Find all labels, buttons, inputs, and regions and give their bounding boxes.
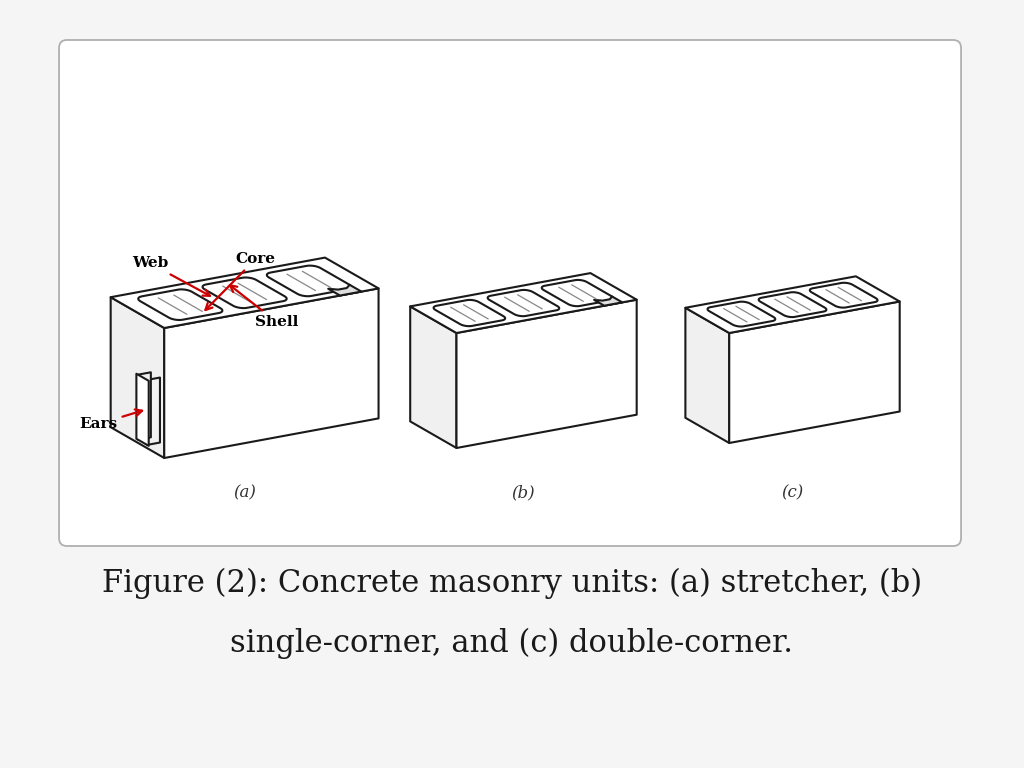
Polygon shape xyxy=(487,290,559,316)
Text: Figure (2): Concrete masonry units: (a) stretcher, (b): Figure (2): Concrete masonry units: (a) … xyxy=(102,568,922,598)
Text: (c): (c) xyxy=(781,485,804,502)
FancyBboxPatch shape xyxy=(59,40,962,546)
Polygon shape xyxy=(729,302,900,443)
Polygon shape xyxy=(267,266,351,296)
Polygon shape xyxy=(411,306,457,448)
Polygon shape xyxy=(433,300,505,326)
Polygon shape xyxy=(685,308,729,443)
Polygon shape xyxy=(708,302,775,326)
Polygon shape xyxy=(147,378,160,445)
Polygon shape xyxy=(164,289,379,458)
Polygon shape xyxy=(203,277,287,308)
Polygon shape xyxy=(411,273,637,333)
Text: Core: Core xyxy=(206,252,275,310)
Text: (a): (a) xyxy=(233,485,256,502)
Polygon shape xyxy=(138,290,222,320)
Text: Ears: Ears xyxy=(79,409,142,431)
Polygon shape xyxy=(810,283,878,308)
Polygon shape xyxy=(759,292,826,317)
Polygon shape xyxy=(457,300,637,448)
Polygon shape xyxy=(685,276,900,333)
Text: (b): (b) xyxy=(512,485,536,502)
Polygon shape xyxy=(138,372,151,439)
Polygon shape xyxy=(542,280,613,306)
Polygon shape xyxy=(328,285,361,296)
Polygon shape xyxy=(111,257,379,328)
Polygon shape xyxy=(594,296,623,306)
Text: single-corner, and (c) double-corner.: single-corner, and (c) double-corner. xyxy=(230,627,794,659)
Polygon shape xyxy=(136,374,148,446)
Text: Shell: Shell xyxy=(230,285,298,329)
Polygon shape xyxy=(111,297,164,458)
Text: Web: Web xyxy=(132,257,210,296)
